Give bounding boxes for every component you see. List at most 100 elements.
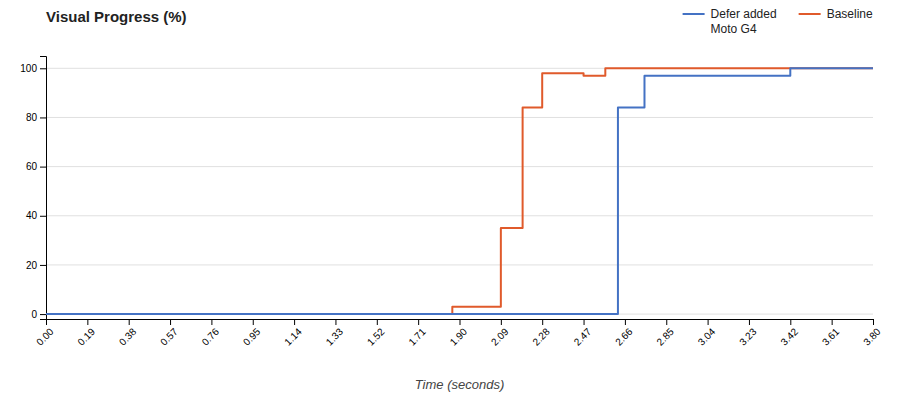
chart: 0.00 0.19 0.38 0.57 0.76 0.95 1.14 1.33 1.52 1.71… (0, 0, 897, 397)
y-tick-line (40, 216, 46, 217)
x-tick: 1.33 (324, 319, 346, 348)
x-tick-label: 3.80 (861, 326, 883, 348)
y-axis: 0 20 40 60 80 100 (20, 57, 46, 320)
legend-label-line: Defer added (711, 7, 777, 21)
x-tick-line (584, 319, 585, 325)
legend: Defer addedMoto G4 Baseline (683, 7, 873, 35)
x-tick: 0.00 (34, 319, 56, 348)
x-tick-label: 0.95 (241, 326, 263, 348)
x-tick-label: 1.71 (406, 326, 428, 348)
x-tick-label: 0.38 (117, 326, 139, 348)
x-tick-label: 1.52 (365, 326, 387, 348)
x-axis-line (47, 320, 874, 326)
y-axis-line (40, 57, 47, 320)
y-tick-line (40, 265, 46, 266)
x-tick: 1.71 (406, 319, 428, 348)
x-tick-label: 0.76 (200, 326, 222, 348)
title: Visual Progress (%) (46, 8, 187, 25)
y-tick-line (40, 117, 46, 118)
grid-line (46, 166, 873, 167)
x-tick-line (749, 319, 750, 325)
legend-label-line: Baseline (827, 7, 873, 21)
x-tick-label: 2.28 (530, 326, 552, 348)
x-tick: 2.85 (654, 319, 676, 348)
x-tick-label: 3.23 (737, 326, 759, 348)
legend-label: Defer addedMoto G4 (711, 7, 777, 35)
grid-line (46, 215, 873, 216)
y-tick-label: 80 (26, 112, 38, 123)
x-tick-label: 3.04 (696, 326, 718, 348)
x-tick: 0.19 (75, 319, 97, 348)
x-tick-line (625, 319, 626, 325)
x-tick-label: 0.00 (34, 326, 56, 348)
x-tick-line (170, 319, 171, 325)
x-tick-label: 2.85 (654, 326, 676, 348)
y-tick-line (40, 167, 46, 168)
x-tick: 3.61 (820, 319, 842, 348)
y-tick: 80 (26, 112, 46, 123)
x-tick-line (335, 319, 336, 325)
x-tick: 0.95 (241, 319, 263, 348)
series-line (46, 68, 873, 314)
x-tick: 3.42 (778, 319, 800, 348)
y-tick: 100 (20, 63, 46, 74)
grid-line (46, 264, 873, 265)
x-tick-label: 2.66 (613, 326, 635, 348)
y-tick-label: 100 (20, 63, 37, 74)
series-line (46, 68, 873, 314)
y-tick-label: 60 (26, 161, 38, 172)
x-tick-line (294, 319, 295, 325)
x-tick-label: 0.57 (158, 326, 180, 348)
plot: 0.00 0.19 0.38 0.57 0.76 0.95 1.14 1.33 1.52 1.71… (20, 57, 883, 348)
y-tick-label: 20 (26, 260, 38, 271)
y-tick-label: 0 (31, 309, 37, 320)
y-tick: 0 (31, 309, 46, 320)
x-tick: 2.47 (572, 319, 594, 348)
x-tick-label: 2.09 (489, 326, 511, 348)
legend-label-line: Moto G4 (711, 22, 757, 36)
x-tick: 0.38 (117, 319, 139, 348)
grid-line (46, 117, 873, 118)
x-tick: 1.14 (282, 319, 304, 348)
x-tick-line (87, 319, 88, 325)
x-tick: 2.66 (613, 319, 635, 348)
legend-entry: Defer addedMoto G4 (683, 7, 777, 35)
y-tick-line (40, 68, 46, 69)
y-tick-line (40, 314, 46, 315)
grid (46, 68, 873, 314)
legend-swatch (683, 13, 705, 15)
x-axis: 0.00 0.19 0.38 0.57 0.76 0.95 1.14 1.33 1.52 1.71… (34, 319, 883, 348)
x-tick: 3.04 (696, 319, 718, 348)
x-tick: 0.76 (200, 319, 222, 348)
x-tick-line (377, 319, 378, 325)
x-tick: 0.57 (158, 319, 180, 348)
lines (46, 68, 873, 314)
y-tick: 60 (26, 161, 46, 172)
x-tick-line (460, 319, 461, 325)
x-tick: 1.90 (448, 319, 470, 348)
x-tick-line (253, 319, 254, 325)
x-tick-line (211, 319, 212, 325)
x-tick-line (666, 319, 667, 325)
x-tick-line (129, 319, 130, 325)
x-tick-line (708, 319, 709, 325)
x-tick: 2.09 (489, 319, 511, 348)
x-tick-label: 3.42 (778, 326, 800, 348)
x-tick: 3.80 (861, 319, 883, 348)
y-tick-label: 40 (26, 210, 38, 221)
x-tick-label: 3.61 (820, 326, 842, 348)
x-tick-label: 0.19 (75, 326, 97, 348)
x-axis-title: Time (seconds) (415, 377, 504, 392)
x-tick-line (418, 319, 419, 325)
x-tick: 2.28 (530, 319, 552, 348)
x-tick-label: 1.33 (324, 326, 346, 348)
legend-entry: Baseline (799, 7, 873, 21)
x-tick-line (790, 319, 791, 325)
legend-label: Baseline (827, 7, 873, 21)
x-tick: 1.52 (365, 319, 387, 348)
x-tick-label: 1.14 (282, 326, 304, 348)
x-tick-line (832, 319, 833, 325)
y-tick: 20 (26, 260, 46, 271)
x-tick-line (501, 319, 502, 325)
x-tick-line (873, 319, 874, 325)
